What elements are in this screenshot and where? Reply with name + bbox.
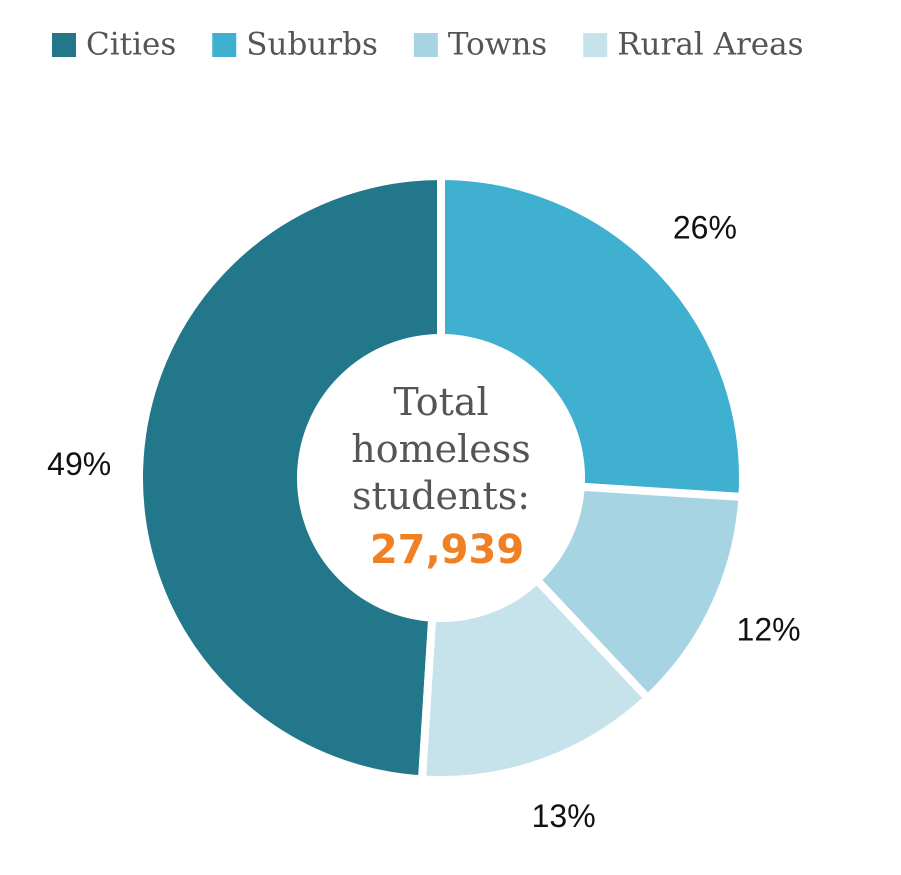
legend-swatch [212, 33, 237, 57]
legend-label: Cities [86, 27, 176, 63]
donut-slice [531, 482, 747, 704]
value-label: 13% [532, 798, 596, 834]
legend-swatch [52, 33, 76, 57]
center-total: 27,939 [370, 527, 524, 573]
donut [135, 171, 747, 784]
value-label: 12% [737, 612, 801, 648]
legend-label: Towns [448, 27, 547, 63]
legend-swatch [583, 33, 608, 57]
legend-label: Rural Areas [617, 27, 803, 63]
value-label: 49% [47, 446, 111, 482]
donut-slice [135, 171, 445, 784]
donut-slice [437, 171, 747, 502]
value-label: 26% [673, 210, 737, 246]
value-labels: 49% 26% 12% 13% [47, 210, 800, 834]
donut-slice [417, 574, 654, 784]
legend-label: Suburbs [246, 27, 378, 63]
center-label: Total homeless students: [351, 380, 531, 518]
legend: Cities Suburbs Towns Rural Areas [52, 27, 804, 63]
legend-swatch [413, 33, 438, 57]
center-text: Total homeless students: 27,939 [351, 380, 531, 574]
